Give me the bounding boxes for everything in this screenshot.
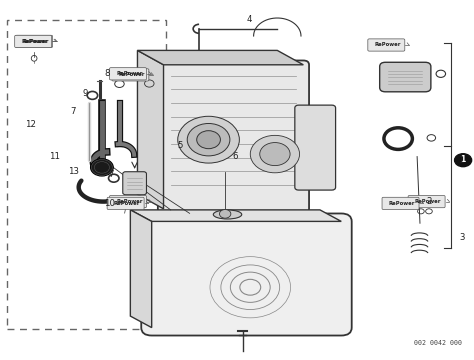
Polygon shape <box>137 50 164 209</box>
FancyBboxPatch shape <box>109 195 146 208</box>
FancyBboxPatch shape <box>295 105 336 190</box>
Text: 8: 8 <box>104 69 109 78</box>
FancyBboxPatch shape <box>158 60 309 213</box>
Polygon shape <box>130 210 152 328</box>
FancyBboxPatch shape <box>368 39 405 51</box>
Text: RePower: RePower <box>116 71 143 76</box>
Text: RePower: RePower <box>118 72 145 77</box>
Text: 12: 12 <box>25 120 36 129</box>
FancyBboxPatch shape <box>112 69 149 81</box>
Text: RePower: RePower <box>389 201 415 206</box>
Text: RePower: RePower <box>116 199 143 204</box>
Polygon shape <box>130 210 341 221</box>
Circle shape <box>91 159 113 176</box>
Text: 2: 2 <box>426 197 432 206</box>
FancyBboxPatch shape <box>408 195 445 208</box>
Text: 5: 5 <box>177 141 183 150</box>
Circle shape <box>178 116 239 163</box>
FancyBboxPatch shape <box>380 62 431 92</box>
Circle shape <box>455 154 472 167</box>
Text: 10: 10 <box>103 199 115 208</box>
Bar <box>7 20 166 329</box>
Circle shape <box>250 135 300 173</box>
Text: 002 0042 000: 002 0042 000 <box>414 340 463 346</box>
Text: 9: 9 <box>82 89 88 98</box>
Ellipse shape <box>213 210 242 219</box>
Text: RePower: RePower <box>415 199 441 204</box>
FancyBboxPatch shape <box>382 197 419 210</box>
Text: RePower: RePower <box>22 39 49 44</box>
Circle shape <box>260 143 290 166</box>
Text: 3: 3 <box>459 233 465 242</box>
Text: 1: 1 <box>460 155 466 164</box>
Text: 7: 7 <box>71 107 76 116</box>
Polygon shape <box>137 50 303 65</box>
FancyBboxPatch shape <box>16 35 53 48</box>
FancyBboxPatch shape <box>15 35 52 48</box>
Text: 7: 7 <box>109 170 114 179</box>
FancyBboxPatch shape <box>107 197 144 210</box>
Text: 11: 11 <box>49 152 60 161</box>
Text: 4: 4 <box>247 15 253 24</box>
Circle shape <box>219 210 231 218</box>
Text: 13: 13 <box>68 166 79 175</box>
Text: 1: 1 <box>458 156 464 165</box>
Circle shape <box>197 131 220 149</box>
FancyBboxPatch shape <box>109 68 146 80</box>
Circle shape <box>187 123 230 156</box>
FancyBboxPatch shape <box>123 172 146 195</box>
FancyBboxPatch shape <box>141 213 352 336</box>
Text: RePower: RePower <box>21 39 48 44</box>
Text: RePower: RePower <box>114 201 140 206</box>
Text: RePower: RePower <box>374 42 401 47</box>
Text: 6: 6 <box>232 152 237 161</box>
